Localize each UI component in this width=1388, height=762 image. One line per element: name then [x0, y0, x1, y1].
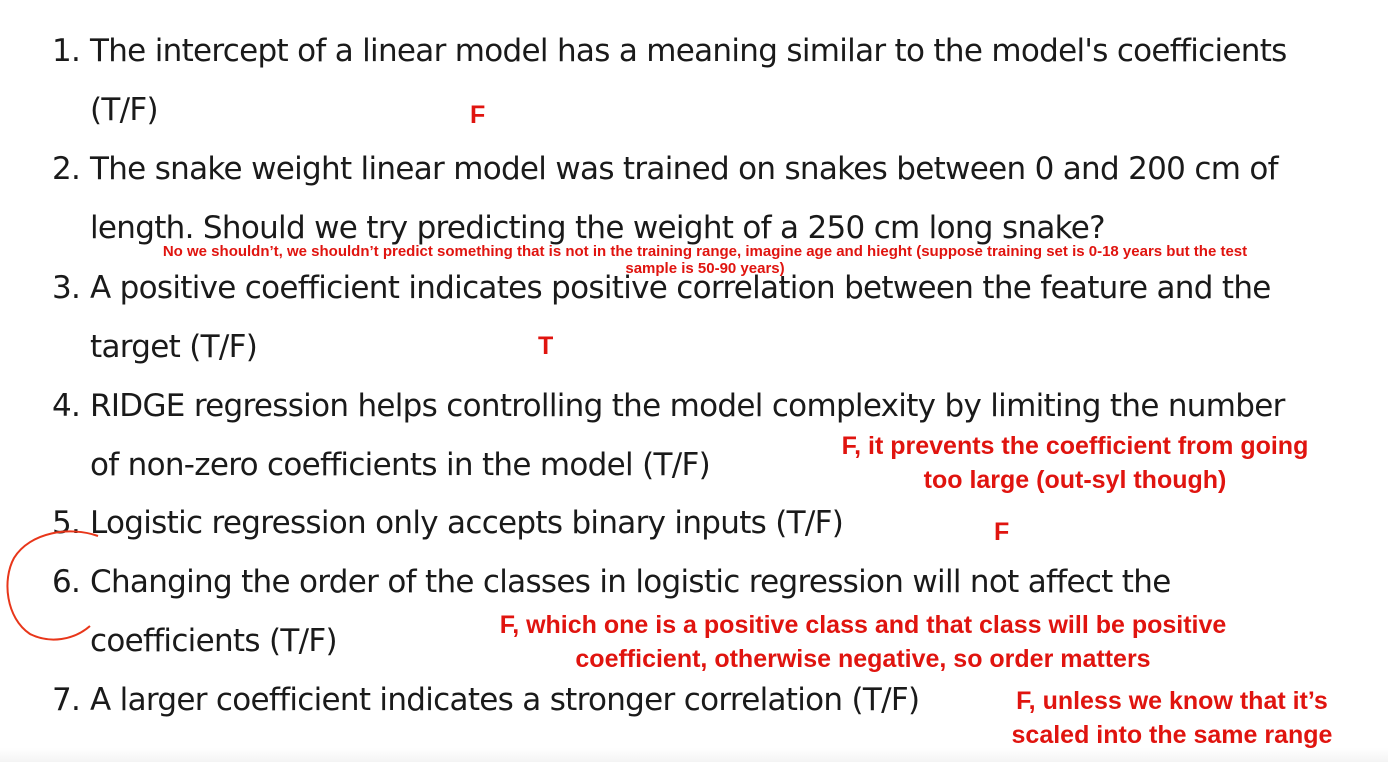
- answer-line: No we shouldn’t, we shouldn’t predict so…: [162, 243, 1248, 260]
- answer-4: F, it prevents the coefficient from goin…: [800, 429, 1350, 497]
- answer-2: No we shouldn’t, we shouldn’t predict so…: [80, 243, 1330, 277]
- question-text-line: (T/F): [90, 92, 159, 128]
- answer-line: F, it prevents the coefficient from goin…: [841, 432, 1309, 460]
- question-text-line: Logistic regression only accepts binary …: [90, 505, 844, 541]
- answer-line: F, which one is a positive class and tha…: [499, 611, 1227, 639]
- question-text-line: A positive coefficient indicates positiv…: [90, 270, 1271, 306]
- question-1: 1. The intercept of a linear model has a…: [52, 22, 1382, 140]
- question-number: 7.: [52, 682, 81, 718]
- question-number: 2.: [52, 151, 81, 187]
- question-text-line: A larger coefficient indicates a stronge…: [90, 682, 920, 718]
- question-text-line: of non-zero coefficients in the model (T…: [90, 447, 711, 483]
- question-number: 1.: [52, 33, 81, 69]
- question-number: 4.: [52, 388, 81, 424]
- question-2: 2. The snake weight linear model was tra…: [52, 140, 1382, 258]
- answer-line: coefficient, otherwise negative, so orde…: [575, 645, 1151, 673]
- question-text-line: length. Should we try predicting the wei…: [90, 210, 1106, 246]
- question-text-line: RIDGE regression helps controlling the m…: [90, 388, 1285, 424]
- question-number: 6.: [52, 564, 81, 600]
- question-3: 3. A positive coefficient indicates posi…: [52, 259, 1382, 377]
- question-number: 3.: [52, 270, 81, 306]
- answer-line: scaled into the same range: [1011, 721, 1333, 749]
- question-text-line: coefficients (T/F): [90, 623, 338, 659]
- answer-7: F, unless we know that it’s scaled into …: [986, 684, 1358, 752]
- question-number: 5.: [52, 505, 81, 541]
- answer-line: sample is 50-90 years): [625, 260, 785, 277]
- question-text-line: target (T/F): [90, 329, 258, 365]
- question-text-line: The snake weight linear model was traine…: [90, 151, 1279, 187]
- question-4: 4. RIDGE regression helps controlling th…: [52, 377, 1382, 495]
- question-text-line: The intercept of a linear model has a me…: [90, 33, 1287, 69]
- question-5: 5. Logistic regression only accepts bina…: [52, 494, 1382, 553]
- question-text-line: Changing the order of the classes in log…: [90, 564, 1171, 600]
- answer-line: F, unless we know that it’s: [1016, 687, 1328, 715]
- answer-3: T: [538, 332, 554, 360]
- answer-5: F: [994, 518, 1010, 546]
- answer-6: F, which one is a positive class and tha…: [448, 608, 1278, 676]
- answer-line: too large (out-syl though): [923, 466, 1227, 494]
- question-7: 7. A larger coefficient indicates a stro…: [52, 671, 1382, 730]
- bottom-edge-shade: [0, 748, 1388, 762]
- answer-1: F: [470, 101, 486, 129]
